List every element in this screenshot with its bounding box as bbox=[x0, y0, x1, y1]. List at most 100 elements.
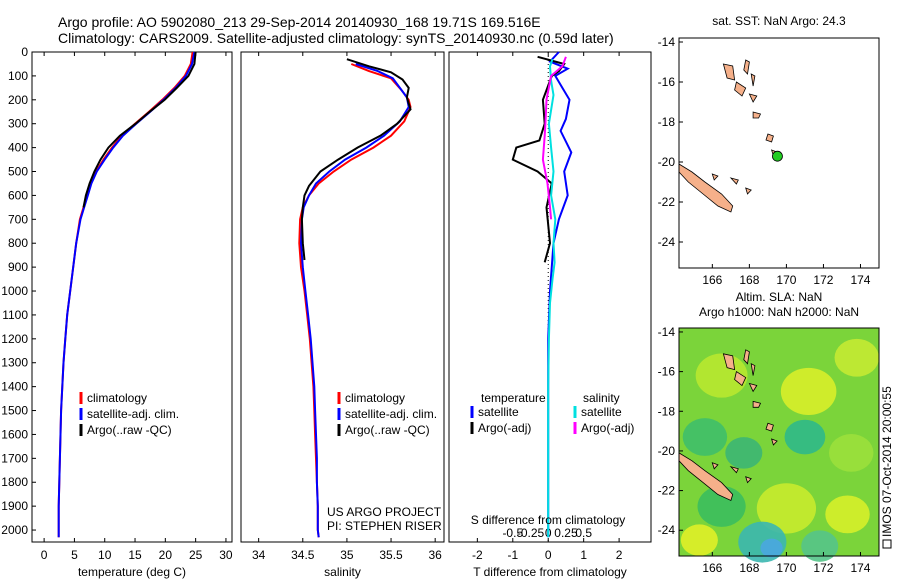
island-shape bbox=[678, 163, 734, 213]
difference-temperature-satellite-line bbox=[547, 51, 573, 538]
temperature-tick-label: 10 bbox=[98, 548, 112, 562]
imos-icon bbox=[882, 539, 892, 549]
temperature-tick-label: 0 bbox=[41, 548, 48, 562]
longitude-tick-label: 172 bbox=[813, 273, 833, 287]
latitude-tick-label: -24 bbox=[658, 523, 676, 537]
latitude-tick-label: -22 bbox=[658, 195, 676, 209]
island-shape bbox=[752, 111, 762, 119]
longitude-tick-label: 174 bbox=[850, 273, 870, 287]
sla-anomaly-patch bbox=[725, 437, 763, 469]
sla-anomaly-patch bbox=[801, 530, 839, 562]
map-title: sat. SST: NaN Argo: 24.3 bbox=[712, 14, 846, 28]
latitude-tick-label: -20 bbox=[658, 155, 676, 169]
pi-annotation: PI: STEPHEN RISER bbox=[327, 519, 442, 533]
temperature-panel: 0100200300400500600700800900100011001200… bbox=[1, 45, 233, 579]
climatology-title: Climatology: CARS2009. Satellite-adjuste… bbox=[58, 30, 614, 46]
depth-tick-label: 1000 bbox=[1, 284, 28, 298]
island-shape bbox=[765, 133, 774, 143]
legend-label: climatology bbox=[87, 391, 147, 405]
sla-anomaly-patch bbox=[760, 538, 783, 558]
legend-label: satellite-adj. clim. bbox=[87, 407, 179, 421]
latitude-tick-label: -24 bbox=[658, 235, 676, 249]
depth-tick-label: 2000 bbox=[1, 523, 28, 537]
latitude-tick-label: -16 bbox=[658, 75, 676, 89]
sla-anomaly-patch bbox=[780, 367, 837, 416]
depth-tick-label: 1500 bbox=[1, 404, 28, 418]
depth-tick-label: 400 bbox=[8, 141, 28, 155]
depth-tick-label: 700 bbox=[8, 212, 28, 226]
island-shape bbox=[743, 59, 750, 75]
island-shape bbox=[748, 93, 758, 103]
legend-label: Argo(-adj) bbox=[581, 421, 634, 435]
sla-anomaly-patch bbox=[695, 353, 748, 398]
map-frame bbox=[678, 327, 880, 557]
legend-label: Argo(-adj) bbox=[478, 421, 531, 435]
longitude-tick-label: 168 bbox=[739, 273, 759, 287]
island-shape bbox=[750, 362, 756, 376]
depth-tick-label: 1400 bbox=[1, 380, 28, 394]
salinity-diff-axis-label: S difference from climatology bbox=[471, 513, 626, 527]
longitude-tick-label: 166 bbox=[702, 273, 722, 287]
x-axis-label: salinity bbox=[324, 565, 361, 579]
temperature-tick-label: 30 bbox=[219, 548, 233, 562]
sla-anomaly-patch bbox=[682, 418, 728, 456]
depth-tick-label: 600 bbox=[8, 188, 28, 202]
legend-header-salinity: salinity bbox=[583, 391, 620, 405]
imos-stamp: IMOS 07-Oct-2014 20:00:55 bbox=[880, 386, 894, 549]
map-subtitle: Argo h1000: NaN h2000: NaN bbox=[699, 305, 859, 319]
temperature-tick-label: 15 bbox=[128, 548, 142, 562]
latitude-tick-label: -20 bbox=[658, 444, 676, 458]
longitude-tick-label: 170 bbox=[776, 561, 796, 575]
salinity-tick-label: 35.5 bbox=[379, 548, 403, 562]
latitude-tick-label: -18 bbox=[658, 115, 676, 129]
x-axis-label: T difference from climatology bbox=[473, 565, 627, 579]
island-shape bbox=[765, 422, 774, 432]
longitude-tick-label: 166 bbox=[702, 561, 722, 575]
depth-tick-label: 900 bbox=[8, 260, 28, 274]
salinity-argo-raw-qc-line bbox=[300, 58, 412, 261]
sla-anomaly-patch bbox=[697, 485, 746, 527]
temperature-tick-label: 5 bbox=[71, 548, 78, 562]
island-shape bbox=[722, 353, 736, 371]
salinity-tick-label: 34 bbox=[252, 548, 266, 562]
island-shape bbox=[711, 462, 719, 470]
island-shape bbox=[678, 452, 734, 502]
salinity-tick-label: 36 bbox=[428, 548, 442, 562]
legend-label: Argo(..raw -QC) bbox=[345, 423, 430, 437]
island-shape bbox=[729, 177, 739, 185]
temperature-tick-label: 25 bbox=[189, 548, 203, 562]
depth-tick-label: 800 bbox=[8, 236, 28, 250]
salinity-panel: 34 34.5 35 35.5 36 climatology satellite-adj. … bbox=[240, 51, 445, 579]
profile-title: Argo profile: AO 5902080_213 29-Sep-2014… bbox=[58, 14, 541, 30]
salinity-diff-tick-label: -0.25 bbox=[517, 526, 545, 540]
sla-anomaly-patch bbox=[825, 495, 870, 534]
salinity-diff-tick-label: 0.5 bbox=[575, 526, 592, 540]
island-shape bbox=[734, 370, 747, 387]
legend-header-temperature: temperature bbox=[481, 391, 546, 405]
longitude-tick-label: 168 bbox=[739, 561, 759, 575]
depth-tick-label: 1800 bbox=[1, 475, 28, 489]
salinity-tick-label: 34.5 bbox=[291, 548, 315, 562]
latitude-tick-label: -22 bbox=[658, 484, 676, 498]
temperature-diff-tick-label: 1 bbox=[580, 548, 587, 562]
sla-anomaly-patch bbox=[784, 419, 826, 455]
latitude-tick-label: -18 bbox=[658, 404, 676, 418]
island-shape bbox=[722, 63, 736, 81]
island-shape bbox=[745, 187, 752, 195]
island-shape bbox=[770, 438, 778, 446]
island-shape bbox=[750, 73, 756, 87]
sla-anomaly-patch bbox=[756, 483, 817, 534]
depth-tick-label: 500 bbox=[8, 165, 28, 179]
longitude-tick-label: 172 bbox=[813, 561, 833, 575]
salinity-diff-tick-label: 0.25 bbox=[554, 526, 578, 540]
island-shape bbox=[745, 476, 752, 484]
plot-frame bbox=[31, 51, 233, 543]
sla-anomaly-patch bbox=[834, 338, 879, 377]
sst-map-panel: 166 168 170 172 174 -14 -16 -18 -20 -22 -24 sat. SS… bbox=[658, 14, 880, 287]
sla-map-panel: 166 168 170 172 174 -14 -16 -18 -20 -22 -24 Altim. … bbox=[658, 290, 880, 575]
depth-tick-label: 1200 bbox=[1, 332, 28, 346]
legend-label: satellite-adj. clim. bbox=[345, 407, 437, 421]
depth-tick-label: 0 bbox=[21, 45, 28, 59]
